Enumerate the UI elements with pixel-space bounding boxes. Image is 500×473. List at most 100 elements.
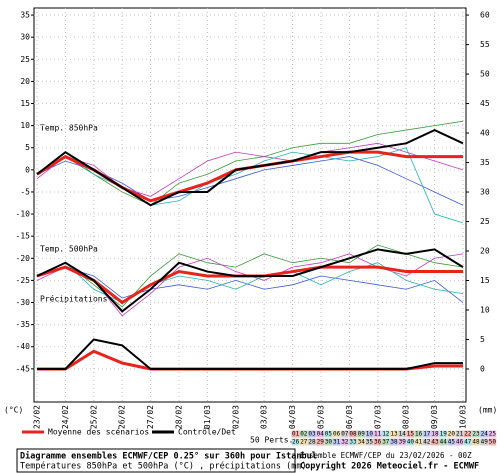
y2-tick-label: 40 [480,129,490,138]
member-label: 38 [390,439,398,446]
member-swatch [439,430,448,438]
y2-tick-label: 45 [480,99,490,108]
member-swatch [373,430,382,438]
member-swatch [488,430,497,438]
member-label: 13 [390,431,398,438]
member-swatch [389,438,398,446]
member-swatch [422,438,431,446]
member-label: 16 [415,431,423,438]
member-label: 36 [374,439,382,446]
y-tick-label: -25 [16,276,31,285]
member-swatch [471,430,480,438]
member-label: 17 [423,431,431,438]
member-swatch [332,430,341,438]
member-label: 27 [300,439,308,446]
series-line [36,248,464,313]
member-swatch [332,438,341,446]
y2-tick-label: 0 [480,364,485,373]
member-label: 35 [366,439,374,446]
member-label: 25 [489,431,497,438]
member-swatch [316,430,325,438]
y-tick-label: -30 [16,298,31,307]
y2-tick-label: 50 [480,70,490,79]
member-label: 41 [415,439,423,446]
footer-copyright: Copyright 2026 Meteociel.fr - ECMWF [300,461,479,472]
member-label: 49 [481,439,489,446]
member-swatch [324,430,333,438]
x-tick-label: 25/02 [89,405,98,429]
member-swatch [299,438,308,446]
member-swatch [480,430,489,438]
x-tick-label: 08/03 [402,405,411,429]
y-tick-label: 10 [20,121,30,130]
member-swatch [422,430,431,438]
x-tick-label: 26/02 [118,405,127,429]
series-line [36,128,464,207]
member-swatch [307,430,316,438]
member-label: 05 [325,431,333,438]
member-swatch [406,430,415,438]
member-swatch [480,438,489,446]
member-label: 50 [489,439,497,446]
member-swatch [348,430,357,438]
member-label: 47 [464,439,472,446]
member-label: 33 [349,439,357,446]
legend-label: Contrôle/Det [178,427,236,437]
member-swatch [381,438,390,446]
member-swatch [447,438,456,446]
footer-title: Diagramme ensembles ECMWF/CEP 0.25° sur … [20,451,317,462]
series-line [36,142,464,197]
member-label: 14 [399,431,407,438]
member-swatch [406,438,415,446]
member-label: 19 [440,431,448,438]
member-swatch [381,430,390,438]
member-swatch [398,438,407,446]
x-tick-label: 04/03 [288,405,297,429]
member-swatch [348,438,357,446]
y2-tick-label: 25 [480,217,490,226]
member-swatch [324,438,333,446]
y-tick-label: -5 [20,187,30,196]
y-tick-label: -20 [16,254,31,263]
member-swatch [316,438,325,446]
member-label: 23 [472,431,480,438]
member-swatch [365,438,374,446]
member-label: 44 [440,439,448,446]
y-tick-label: 25 [20,55,30,64]
x-tick-label: 06/03 [345,405,354,429]
member-label: 45 [448,439,456,446]
member-label: 30 [325,439,333,446]
member-swatch [340,430,349,438]
plot-frame [33,7,467,403]
y2-tick-label: 55 [480,40,490,49]
member-swatch [455,430,464,438]
member-label: 20 [448,431,456,438]
member-label: 32 [341,439,349,446]
panel-label: Temp. 850hPa [40,124,98,133]
member-swatch [455,438,464,446]
y-tick-label: 30 [20,33,30,42]
member-label: 03 [308,431,316,438]
member-label: 11 [374,431,382,438]
member-swatch [299,430,308,438]
member-swatch [414,438,423,446]
member-label: 29 [317,439,325,446]
x-tick-label: 07/03 [373,405,382,429]
x-tick-label: 02/03 [231,405,240,429]
footer-run: Ensemble ECMWF/CEP du 23/02/2026 - 00Z [300,451,472,460]
member-swatch [430,438,439,446]
member-swatch [463,438,472,446]
member-label: 02 [300,431,308,438]
member-label: 43 [431,439,439,446]
x-tick-label: 24/02 [61,405,70,429]
member-swatch [430,430,439,438]
member-swatch [357,430,366,438]
series-line [37,338,463,370]
y2-tick-label: 20 [480,247,490,256]
panel-label: Temp. 500hPa [40,245,98,254]
x-tick-label: 09/03 [430,405,439,429]
member-label: 40 [407,439,415,446]
member-swatch [340,438,349,446]
y-tick-label: -45 [16,364,31,373]
